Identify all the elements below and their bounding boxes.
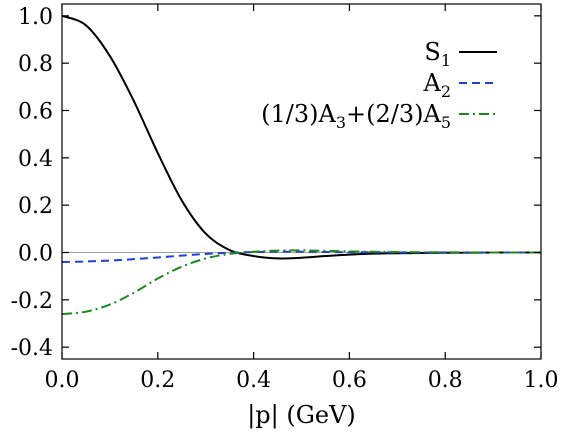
x-tick-label: 0.2 <box>140 368 175 393</box>
x-tick-label: 0.6 <box>332 368 367 393</box>
x-tick-label: 0.0 <box>45 368 80 393</box>
y-tick-label: 0.8 <box>18 52 53 77</box>
x-axis-label: |p| (GeV) <box>247 401 356 430</box>
series-line-2 <box>61 250 541 263</box>
x-tick-label: 1.0 <box>524 368 559 393</box>
legend-label-1: S1 <box>424 38 451 70</box>
x-tick-label: 0.4 <box>236 368 271 393</box>
legend-label-3: (1/3)A3+(2/3)A5 <box>261 100 451 132</box>
y-tick-label: 0.0 <box>18 242 53 267</box>
y-tick-label: 0.2 <box>18 194 53 219</box>
series-line-3 <box>61 249 541 316</box>
y-tick-label: 1.0 <box>18 5 53 30</box>
y-tick-label: 0.4 <box>18 147 53 172</box>
series-line-1 <box>61 14 541 260</box>
y-tick-label: -0.4 <box>11 336 53 361</box>
legend-label-2: A2 <box>422 69 451 101</box>
y-tick-label: 0.6 <box>18 100 53 125</box>
x-tick-label: 0.8 <box>428 368 463 393</box>
y-tick-label: -0.2 <box>11 289 53 314</box>
plot-frame <box>61 3 542 360</box>
